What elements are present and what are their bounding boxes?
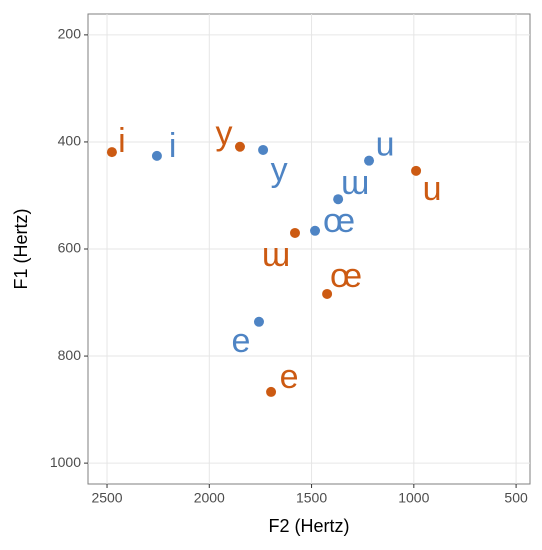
point-label: e [280,358,299,396]
x-tick-label: 1500 [296,490,327,506]
x-tick-label: 2000 [194,490,225,506]
y-tick-label: 1000 [50,454,81,470]
y-tick-label: 800 [58,347,82,363]
y-tick-label: 200 [58,26,82,42]
point [106,147,117,158]
x-tick-label: 1000 [398,490,429,506]
x-tick-label: 500 [504,490,528,506]
point-label: i [169,127,177,165]
point [364,155,375,166]
point-label: ɯ [262,236,290,274]
point [310,225,321,236]
point [234,141,245,152]
point [411,165,422,176]
point-label: e [232,322,251,360]
point-label: u [376,126,395,164]
y-tick-label: 600 [58,240,82,256]
point-label: y [271,151,288,189]
point [333,194,344,205]
point [266,386,277,397]
point [322,288,333,299]
point-label: u [423,170,442,208]
y-axis-title: F1 (Hertz) [11,209,31,290]
x-tick-label: 2500 [91,490,122,506]
point [253,316,264,327]
y-tick-label: 400 [58,133,82,149]
point-label: y [215,115,232,153]
point [289,227,300,238]
point-label: œ [323,202,355,240]
point [258,144,269,155]
x-axis-title: F2 (Hertz) [269,516,350,536]
point [151,150,162,161]
point-label: i [118,122,126,160]
point-label: œ [330,257,362,295]
point-label: ɯ [341,164,369,202]
